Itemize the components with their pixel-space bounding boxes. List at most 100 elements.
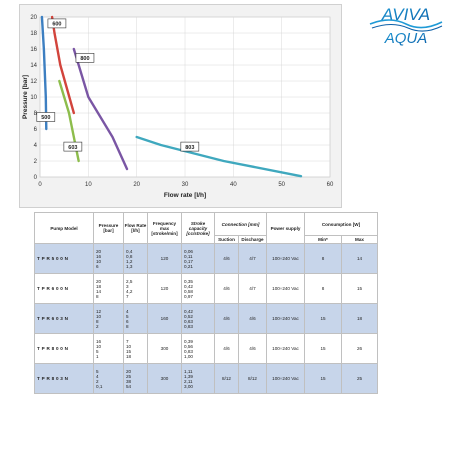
- header-pressure: Pressure [bar]: [93, 212, 124, 244]
- cell-pressure: 12 10 8 2: [93, 303, 124, 334]
- cell-frequency: 120: [147, 243, 182, 274]
- pressure-flow-chart: 0 2 4 6 8 10 12 14 16 18 20 0 10 20 30 40 50 60 Flow rate …: [22, 15, 334, 199]
- y-tick-label: 2: [34, 159, 38, 165]
- cell-max: 14: [341, 243, 378, 274]
- aviva-aqua-logo: AVIVA AQUA: [369, 5, 443, 47]
- cell-suction: 4/6: [214, 273, 239, 304]
- series-label-603: 603: [68, 145, 77, 151]
- table-row: TPR600N 20 18 14 8 2,5 3 4,2 7 120 0,35 0,42…: [34, 273, 411, 304]
- cell-discharge: 4/6: [238, 333, 267, 364]
- header-consumption: Consumption [W]: [304, 212, 378, 236]
- y-tick-label: 16: [30, 47, 37, 53]
- cell-model: TPR600N: [34, 273, 94, 304]
- series-line-603: [58, 79, 80, 163]
- cell-suction: 4/6: [214, 333, 239, 364]
- cell-max: 26: [341, 333, 378, 364]
- cell-power: 100÷240 Vac: [266, 333, 305, 364]
- series-label-803: 803: [185, 145, 194, 151]
- cell-flow: 0,4 0,8 1,2 1,3: [123, 243, 148, 274]
- header-max: Max: [341, 235, 378, 244]
- logo-text-bottom: AQUA: [384, 30, 428, 47]
- header-suction: Suction: [214, 235, 239, 244]
- table-row: TPR500N 20 16 10 6 0,4 0,8 1,2 1,3 120 0,06 …: [34, 243, 411, 274]
- cell-frequency: 300: [147, 333, 182, 364]
- series-label-600: 600: [52, 22, 61, 28]
- cell-model: TPR500N: [34, 243, 94, 274]
- cell-min: 15: [304, 303, 342, 334]
- cell-min: 8: [304, 243, 342, 274]
- y-tick-label: 20: [30, 15, 37, 21]
- cell-min: 15: [304, 363, 342, 394]
- cell-max: 15: [341, 273, 378, 304]
- table-row: TPR803N 5 4 2 0,1 20 25 38 54 300 1,11 1,39 …: [34, 363, 411, 394]
- cell-frequency: 120: [147, 273, 182, 304]
- cell-flow: 20 25 38 54: [123, 363, 148, 394]
- series-line-800: [72, 47, 129, 171]
- cell-discharge: 8/12: [238, 363, 267, 394]
- cell-pressure: 20 16 10 6: [93, 243, 124, 274]
- cell-flow: 7 10 15 18: [123, 333, 148, 364]
- series-label-500: 500: [41, 115, 50, 121]
- x-tick-label: 60: [327, 182, 334, 188]
- y-axis-label: Pressure [bar]: [22, 75, 29, 119]
- y-tick-label: 4: [34, 143, 38, 149]
- cell-pressure: 16 10 5 1: [93, 333, 124, 364]
- header-model: Pump Model: [34, 212, 94, 244]
- y-tick-label: 12: [30, 79, 37, 85]
- cell-frequency: 160: [147, 303, 182, 334]
- cell-power: 100÷240 Vac: [266, 243, 305, 274]
- cell-stroke: 0,35 0,42 0,58 0,97: [181, 273, 215, 304]
- logo-text-top: AVIVA: [381, 5, 430, 24]
- y-tick-label: 10: [30, 95, 37, 101]
- series-label-box: [180, 141, 200, 152]
- cell-suction: 4/6: [214, 243, 239, 274]
- y-tick-label: 14: [30, 63, 37, 69]
- cell-suction: 8/12: [214, 363, 239, 394]
- cell-min: 8: [304, 273, 342, 304]
- cell-stroke: 0,39 0,56 0,83 1,00: [181, 333, 215, 364]
- header-discharge: Discharge: [238, 235, 267, 244]
- x-axis-label: Flow rate [l/h]: [164, 192, 206, 199]
- x-tick-label: 30: [182, 182, 189, 188]
- cell-model: TPR803N: [34, 363, 94, 394]
- cell-stroke: 0,06 0,11 0,17 0,21: [181, 243, 215, 274]
- x-tick-label: 20: [133, 182, 140, 188]
- cell-flow: 4 5 6 8: [123, 303, 148, 334]
- series-label-box: [75, 52, 95, 63]
- cell-power: 100÷240 Vac: [266, 273, 305, 304]
- x-tick-label: 40: [230, 182, 237, 188]
- x-tick-label: 0: [38, 182, 42, 188]
- x-tick-label: 50: [278, 182, 285, 188]
- y-tick-label: 8: [34, 111, 38, 117]
- cell-max: 25: [341, 363, 378, 394]
- series-label-800: 800: [80, 56, 89, 62]
- cell-stroke: 1,11 1,39 2,11 3,00: [181, 363, 215, 394]
- cell-min: 15: [304, 333, 342, 364]
- header-frequency: Frequency max [stroke/min]: [147, 212, 182, 244]
- header-stroke: Stroke capacity [cc/stroke]: [181, 212, 215, 244]
- y-tick-label: 6: [34, 127, 38, 133]
- cell-max: 18: [341, 303, 378, 334]
- logo-wave-icon: [371, 24, 443, 32]
- cell-power: 100÷240 Vac: [266, 303, 305, 334]
- cell-pressure: 5 4 2 0,1: [93, 363, 124, 394]
- header-power: Power supply: [266, 212, 305, 244]
- x-tick-label: 10: [85, 182, 92, 188]
- cell-discharge: 4/6: [238, 303, 267, 334]
- cell-pressure: 20 18 14 8: [93, 273, 124, 304]
- series-label-box: [47, 18, 67, 29]
- cell-frequency: 300: [147, 363, 182, 394]
- cell-stroke: 0,42 0,52 0,63 0,83: [181, 303, 215, 334]
- cell-model: TPR603N: [34, 303, 94, 334]
- cell-discharge: 4/7: [238, 243, 267, 274]
- y-tick-label: 18: [30, 31, 37, 37]
- cell-discharge: 4/7: [238, 273, 267, 304]
- cell-suction: 4/6: [214, 303, 239, 334]
- header-connection: Connection [mm]: [214, 212, 267, 236]
- header-flow: Flow Rate [l/h]: [123, 212, 148, 244]
- cell-power: 100÷240 Vac: [266, 363, 305, 394]
- header-min: Min*: [304, 235, 342, 244]
- logo-wave-icon: [369, 19, 443, 29]
